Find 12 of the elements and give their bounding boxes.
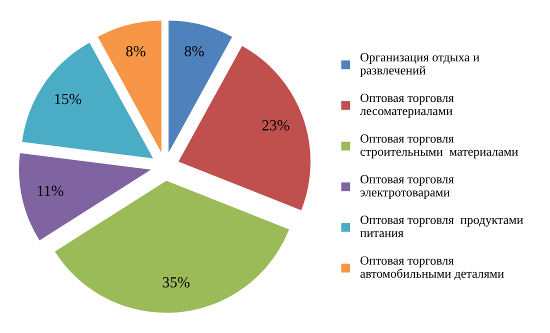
data-label: 23% [262, 120, 290, 131]
data-label: 8% [184, 46, 204, 56]
data-label: 35% [162, 277, 190, 288]
legend-label: Оптовая торговля автомобильными деталями [360, 256, 504, 280]
legend-label: Оптовая торговля электротоварами [360, 175, 454, 200]
legend-label: Оптовая торговля строительными материалами [360, 134, 518, 158]
legend-label: Оптовая торговля лесоматериалами [360, 94, 454, 118]
data-label: 8% [126, 46, 146, 56]
legend-label: Организация отдыха и развлечений [360, 53, 480, 78]
data-label: 11% [38, 186, 64, 196]
legend-label: Оптовая торговля продуктами питания [360, 216, 524, 238]
data-label: 15% [55, 94, 82, 104]
